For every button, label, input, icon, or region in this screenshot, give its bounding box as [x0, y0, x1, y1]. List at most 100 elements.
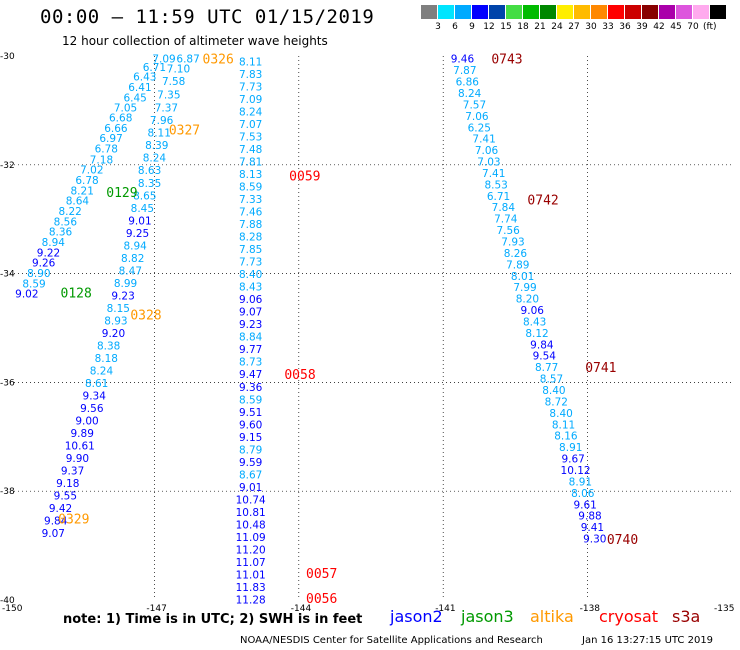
track-c-value: 6.25	[468, 122, 491, 134]
pass-time-label: 0129	[106, 186, 137, 201]
track-b-value: 11.20	[236, 544, 266, 556]
track-a-value: 6.78	[95, 143, 118, 155]
legend-altika: altika	[530, 607, 574, 626]
scale-label: 15	[500, 22, 512, 32]
track-c-value: 8.77	[535, 362, 558, 374]
track-c-value: 8.72	[545, 396, 568, 408]
track-c-value: 7.06	[465, 111, 489, 123]
track-b-value: 9.60	[239, 419, 262, 431]
y-tick-label: -40	[0, 596, 15, 606]
scale-label: 18	[517, 22, 529, 32]
track-a-value: 8.47	[119, 265, 142, 277]
track-b-value: 9.01	[239, 482, 262, 494]
track-c-value: 8.24	[458, 88, 482, 100]
scale-swatch	[523, 5, 540, 19]
track-b-value: 7.09	[239, 94, 262, 106]
track-a-value: 6.43	[133, 72, 156, 84]
track-a-value: 6.78	[75, 175, 98, 187]
track-a-value: 6.87	[176, 54, 199, 66]
track-c-value: 8.40	[542, 385, 565, 397]
track-c-value: 7.57	[463, 99, 486, 111]
scale-swatch	[676, 5, 693, 19]
track-a-value: 9.22	[37, 247, 60, 259]
pass-time-label: 0059	[289, 170, 320, 185]
track-a-value: 9.02	[15, 289, 38, 301]
track-b-value: 8.59	[239, 182, 262, 194]
track-c-value: 8.06	[571, 488, 595, 500]
scale-label: 21	[534, 22, 546, 32]
track-b-value: 8.67	[239, 469, 262, 481]
track-a-value: 6.41	[128, 82, 151, 94]
track-a-value: 8.94	[42, 237, 66, 249]
track-c-value: 7.03	[477, 157, 500, 169]
track-a-value: 9.26	[32, 258, 56, 270]
track-b-value: 11.07	[236, 557, 266, 569]
track-b-value: 7.88	[239, 219, 262, 231]
scale-label: 24	[551, 22, 563, 32]
track-b-value: 11.09	[236, 532, 266, 544]
track-b-value: 8.11	[239, 56, 262, 68]
scale-swatch	[574, 5, 591, 19]
track-a-value: 9.90	[66, 453, 89, 465]
track-a-value: 8.56	[54, 216, 78, 228]
track-c-value: 8.53	[484, 179, 507, 191]
track-a-value: 8.24	[90, 365, 114, 377]
scale-swatch	[540, 5, 557, 19]
track-b-value: 8.40	[239, 269, 262, 281]
track-b-value: 7.46	[239, 207, 263, 219]
track-a-value: 6.71	[143, 62, 166, 74]
footer-timestamp: Jan 16 13:27:15 UTC 2019	[582, 635, 714, 646]
track-c-value: 7.41	[482, 168, 505, 180]
track-a-value: 7.09	[152, 54, 175, 66]
y-tick-label: -36	[0, 378, 15, 388]
track-a-value: 9.18	[56, 478, 79, 490]
x-tick-label: -150	[2, 604, 23, 614]
scale-swatch	[455, 5, 472, 19]
legend-cryosat: cryosat	[599, 607, 659, 626]
scale-swatch	[591, 5, 608, 19]
scale-label: 9	[469, 22, 475, 32]
track-a-value: 9.23	[111, 290, 134, 302]
track-a-value: 8.63	[138, 165, 161, 177]
pass-time-label: 0057	[306, 567, 337, 582]
track-b-value: 8.13	[239, 169, 262, 181]
scale-swatch	[608, 5, 625, 19]
y-tick-label: -34	[0, 270, 15, 280]
y-tick-label: -30	[0, 52, 15, 62]
track-a-value: 7.10	[167, 64, 190, 76]
scale-label: 70	[687, 22, 699, 32]
track-c-value: 7.84	[492, 202, 516, 214]
scale-label: 39	[636, 22, 648, 32]
chart-title: 00:00 – 11:59 UTC 01/15/2019	[40, 6, 375, 28]
track-b-value: 8.73	[239, 357, 262, 369]
scale-label: 6	[452, 22, 458, 32]
x-tick-label: -147	[146, 604, 166, 614]
legend-jason2: jason2	[390, 607, 443, 626]
track-c-value: 8.57	[540, 374, 563, 386]
track-a-value: 9.84	[44, 516, 68, 528]
scale-label: 27	[568, 22, 580, 32]
track-c-value: 8.16	[554, 431, 578, 443]
scale-swatch	[625, 5, 642, 19]
footer-note: note: 1) Time is in UTC; 2) SWH is in fe…	[63, 612, 363, 627]
scale-swatch	[472, 5, 489, 19]
track-c-value: 7.06	[475, 145, 499, 157]
track-a-value: 7.02	[80, 165, 103, 177]
footer-credit: NOAA/NESDIS Center for Satellite Applica…	[240, 635, 543, 646]
track-a-value: 6.68	[109, 112, 132, 124]
track-b-value: 9.59	[239, 457, 262, 469]
track-a-value: 8.93	[104, 315, 127, 327]
track-b-value: 11.28	[236, 594, 266, 606]
track-a-value: 6.45	[123, 92, 146, 104]
track-a-value: 8.21	[71, 185, 94, 197]
track-c-value: 9.67	[561, 454, 584, 466]
track-b-value: 7.83	[239, 69, 262, 81]
track-b-value: 9.06	[239, 294, 263, 306]
track-c-value: 7.99	[513, 282, 536, 294]
track-b-value: 9.36	[239, 382, 263, 394]
track-c-value: 8.11	[552, 419, 575, 431]
pass-time-label: 0058	[284, 368, 315, 383]
scale-label: 42	[653, 22, 665, 32]
scale-unit: (ft)	[703, 22, 717, 32]
track-b-value: 10.48	[236, 519, 266, 531]
